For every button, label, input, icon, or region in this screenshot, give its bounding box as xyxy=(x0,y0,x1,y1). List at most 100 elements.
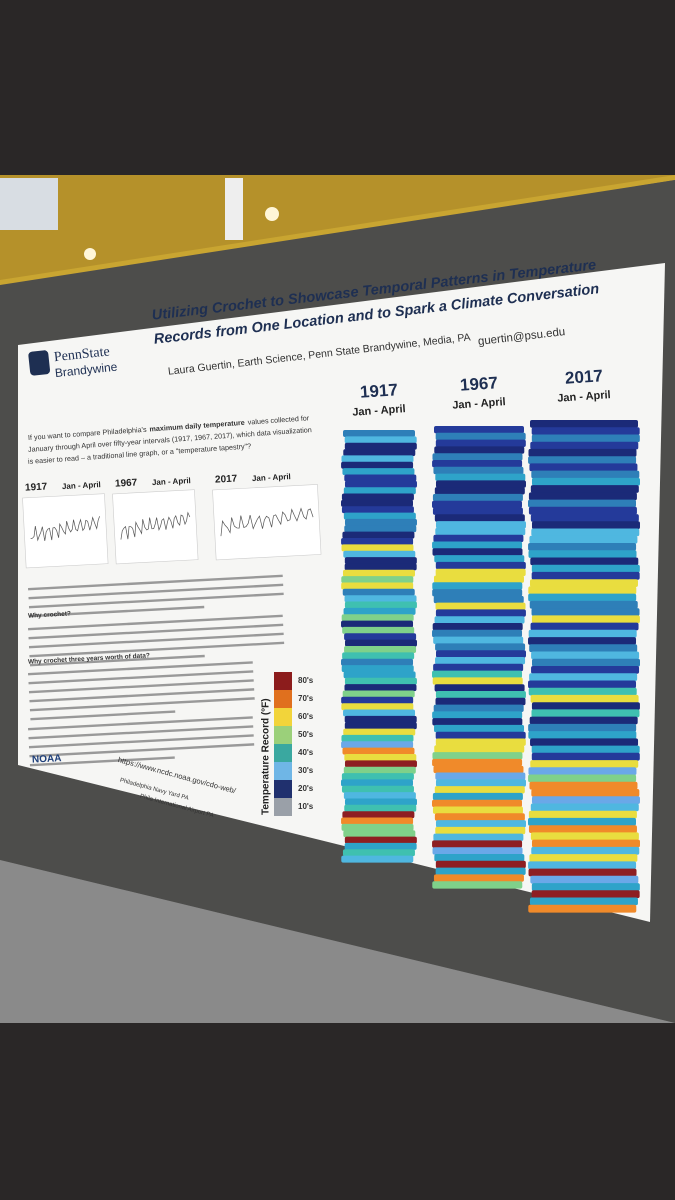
tapestry-stripe xyxy=(343,487,416,495)
tapestry-stripe xyxy=(435,860,526,869)
tapestry-range: Jan - April xyxy=(452,396,506,412)
text-line xyxy=(28,716,253,731)
tapestry-stripe xyxy=(434,555,525,563)
tapestry-stripe xyxy=(434,514,525,522)
tapestry-stripe xyxy=(433,833,524,841)
tapestry-stripe xyxy=(432,453,523,461)
tapestry-stripe xyxy=(435,561,526,570)
bottom-bar xyxy=(0,1023,675,1200)
tapestry-stripe xyxy=(432,460,523,468)
tapestry-stripe xyxy=(344,480,417,488)
tapestry-stripe xyxy=(433,704,524,712)
tapestry-stripe xyxy=(432,792,523,801)
tapestry-stripe xyxy=(343,792,416,800)
tapestry-stripe xyxy=(343,512,416,520)
legend-label: 30's xyxy=(298,766,314,775)
text-line xyxy=(29,605,205,618)
tapestry-stripe xyxy=(530,832,639,841)
tapestry-stripe xyxy=(341,741,414,749)
legend-label: 50's xyxy=(298,730,314,739)
tapestry-stripe xyxy=(531,564,640,573)
tapestry-stripe xyxy=(435,602,526,610)
tapestry-stripe xyxy=(528,456,637,464)
intro-text: values collected for xyxy=(247,413,310,426)
text-line xyxy=(28,574,283,591)
tapestry-stripe xyxy=(341,582,414,590)
tapestry-stripe xyxy=(342,531,415,539)
tapestry-stripe xyxy=(344,436,417,444)
tapestry-stripe xyxy=(531,846,640,855)
top-bar xyxy=(0,0,675,175)
tapestry-stripe xyxy=(531,709,640,718)
tapestry-stripe xyxy=(432,548,523,556)
tapestry-stripe xyxy=(341,620,414,628)
tapestry-stripe xyxy=(530,875,639,884)
tapestry-stripe xyxy=(434,684,525,692)
legend-label: 40's xyxy=(298,748,314,757)
ceiling-light xyxy=(265,207,279,221)
tapestry-stripe xyxy=(531,651,640,660)
tapestry-stripe xyxy=(344,798,417,806)
tapestry-stripe xyxy=(344,684,417,692)
tapestry-stripe xyxy=(432,507,523,515)
text-line xyxy=(29,688,255,703)
tapestry-stripe xyxy=(343,709,416,717)
tapestry-stripe xyxy=(530,441,639,450)
tapestry-stripe xyxy=(344,518,417,526)
graph-line xyxy=(220,507,314,537)
tapestry-stripe xyxy=(433,874,524,882)
logo-name: PennState xyxy=(53,344,110,365)
tapestry-stripe xyxy=(529,897,638,906)
tapestry-stripe xyxy=(529,781,638,790)
tapestry-range: Jan - April xyxy=(557,389,611,405)
tapestry-stripe xyxy=(528,492,637,501)
tapestry-stripe xyxy=(344,633,417,641)
tapestry-stripe xyxy=(531,528,640,537)
legend-label: 60's xyxy=(298,712,314,721)
legend-label: 10's xyxy=(298,802,314,811)
tapestry-stripe xyxy=(342,652,415,660)
tapestry-stripe xyxy=(435,691,526,699)
text-line xyxy=(29,743,255,758)
tapestry-stripe xyxy=(344,715,417,723)
text-line xyxy=(29,697,255,712)
graph-range: Jan - April xyxy=(152,476,191,487)
text-line xyxy=(29,756,175,767)
tapestry-stripe xyxy=(433,595,524,604)
tapestry-stripe xyxy=(528,868,637,877)
tapestry-stripe xyxy=(531,890,640,899)
text-line xyxy=(28,725,254,740)
tapestry-stripe xyxy=(530,485,639,493)
tapestry-stripe xyxy=(531,658,640,667)
tapestry-stripe xyxy=(528,680,637,689)
tapestry-stripe xyxy=(341,779,414,787)
legend-swatch xyxy=(274,726,292,744)
tapestry-stripe xyxy=(434,813,525,821)
tapestry-stripe xyxy=(344,646,417,653)
tapestry-stripe xyxy=(528,637,637,645)
tapestry-stripe xyxy=(341,614,414,622)
tapestry-stripe xyxy=(432,677,523,685)
graph-line xyxy=(30,516,100,542)
graph-range: Jan - April xyxy=(62,480,101,491)
tapestry-stripe xyxy=(529,854,638,862)
text-line xyxy=(30,710,176,721)
tapestry-stripe xyxy=(434,616,525,624)
tapestry-stripe xyxy=(344,474,417,482)
tapestry-stripe xyxy=(528,723,637,732)
tapestry-stripe xyxy=(343,607,416,615)
tapestry-stripe xyxy=(530,514,639,522)
tapestry-stripe xyxy=(342,747,415,755)
banner xyxy=(225,178,243,240)
legend-title: Temperature Record (°F) xyxy=(261,698,272,815)
tapestry-stripe xyxy=(341,817,414,825)
tapestry-stripe xyxy=(528,825,637,833)
tapestry-stripe xyxy=(530,803,639,812)
tapestry-stripe xyxy=(435,697,526,706)
tapestry-stripe xyxy=(341,544,414,552)
tapestry-stripe xyxy=(432,799,523,808)
legend-swatch xyxy=(274,762,292,780)
section-heading: Why crochet? xyxy=(28,610,71,619)
